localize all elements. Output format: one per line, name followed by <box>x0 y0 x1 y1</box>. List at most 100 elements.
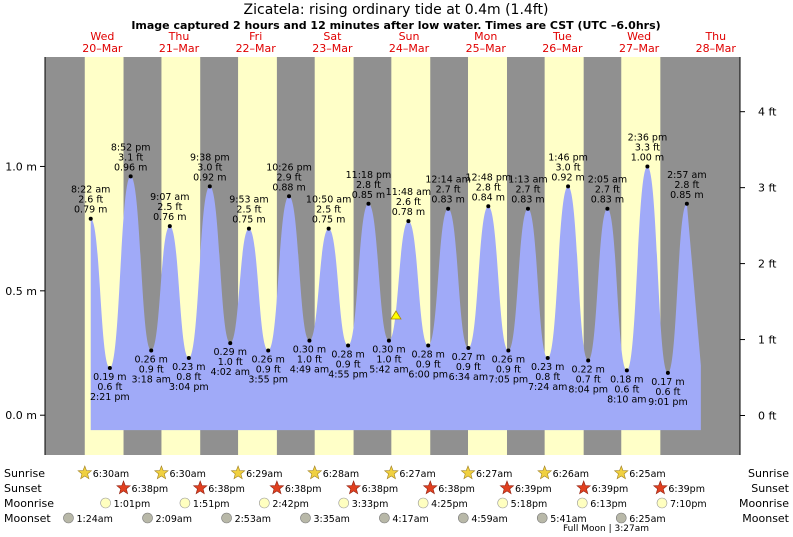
tide-point <box>246 226 251 231</box>
sunset-time: 6:39pm <box>668 484 705 495</box>
tide-height-m: 0.83 m <box>431 195 464 206</box>
moonset-icon <box>458 512 469 524</box>
tide-height-ft: 0.9 ft <box>139 365 164 376</box>
day-date: 25–Mar <box>466 42 507 55</box>
moonset-time: 2:09am <box>156 514 192 525</box>
tide-time: 7:05 pm <box>489 375 529 386</box>
tide-time: 3:18 am <box>132 375 171 386</box>
tide-height-ft: 2.7 ft <box>436 185 461 196</box>
tide-time: 2:57 am <box>667 170 706 181</box>
moonset-icon <box>379 512 390 524</box>
row-label: Moonset <box>742 512 789 525</box>
tide-time: 8:52 pm <box>111 142 151 153</box>
tide-height-ft: 0.8 ft <box>176 372 201 383</box>
tide-time: 4:49 am <box>290 365 329 376</box>
moonrise-time: 7:10pm <box>670 499 707 510</box>
tide-time: 10:50 am <box>306 195 351 206</box>
tide-time: 2:05 am <box>588 175 627 186</box>
tide-time: 4:55 pm <box>328 370 368 381</box>
tide-point <box>545 355 550 360</box>
sunrise-time: 6:28am <box>323 469 359 480</box>
y2-tick-label: 3 ft <box>758 182 777 195</box>
sunset-time: 6:39pm <box>592 484 629 495</box>
tide-height-ft: 2.5 ft <box>157 202 182 213</box>
tide-height-ft: 0.9 ft <box>256 365 281 376</box>
sunrise-time: 6:30am <box>169 469 205 480</box>
sunset-time: 6:38pm <box>132 484 169 495</box>
day-name: Thu <box>168 30 190 43</box>
tide-height-m: 0.85 m <box>670 190 703 201</box>
tide-point <box>665 370 670 375</box>
tide-height-ft: 1.0 ft <box>218 357 243 368</box>
tide-height-ft: 0.9 ft <box>416 360 441 371</box>
sunrise-icon <box>383 465 399 480</box>
day-date: 24–Mar <box>389 42 430 55</box>
moonset-icon <box>615 512 627 524</box>
tide-point <box>466 346 471 351</box>
moonrise-icon <box>497 497 508 509</box>
day-name: Wed <box>90 30 114 43</box>
moonset-icon <box>300 512 311 524</box>
sunset-icon <box>422 480 438 495</box>
sunset-time: 6:38pm <box>438 484 475 495</box>
tide-height-ft: 0.9 ft <box>456 362 481 373</box>
tide-point <box>525 206 530 211</box>
moonrise-time: 1:51pm <box>193 499 230 510</box>
sunrise-time: 6:25am <box>629 469 665 480</box>
tide-height-ft: 2.9 ft <box>277 172 302 183</box>
tide-height-m: 0.83 m <box>511 195 544 206</box>
tide-time: 12:14 am <box>425 175 470 186</box>
tide-area <box>90 166 701 431</box>
tide-time: 8:04 pm <box>568 384 608 395</box>
tide-point <box>149 348 154 353</box>
tide-time: 6:34 am <box>449 372 488 383</box>
tide-height-m: 0.28 m <box>331 350 364 361</box>
moonrise-time: 4:25pm <box>431 499 468 510</box>
moonset-time: 1:24am <box>76 514 112 525</box>
tide-height-ft: 0.6 ft <box>97 382 122 393</box>
tide-height-ft: 3.3 ft <box>635 142 660 153</box>
day-name: Tue <box>552 30 572 43</box>
day-name: Fri <box>249 30 262 43</box>
sunset-time: 6:38pm <box>362 484 399 495</box>
tide-height-ft: 2.8 ft <box>476 182 501 193</box>
sunset-time: 6:38pm <box>208 484 245 495</box>
tide-time: 12:48 pm <box>465 172 511 183</box>
tide-height-ft: 0.6 ft <box>655 387 680 398</box>
moonrise-icon <box>338 497 350 509</box>
moonset-time: 5:41am <box>550 514 586 525</box>
tide-height-ft: 2.7 ft <box>515 185 540 196</box>
sunrise-icon <box>77 465 93 480</box>
tide-time: 4:02 am <box>211 367 250 378</box>
tide-time: 7:24 am <box>528 382 567 393</box>
sunrise-icon <box>613 465 629 480</box>
sunset-icon <box>346 480 362 495</box>
tide-time: 5:42 am <box>369 365 408 376</box>
moonset-time: 3:35am <box>313 514 349 525</box>
moonrise-time: 6:13pm <box>590 499 627 510</box>
y-tick-label: 1.0 m <box>5 160 37 173</box>
tide-height-m: 0.78 m <box>392 207 425 218</box>
moonrise-icon <box>576 497 588 509</box>
sunset-icon <box>652 480 668 495</box>
tide-time: 3:55 pm <box>248 375 288 386</box>
tide-time: 1:46 pm <box>548 152 588 163</box>
tide-height-m: 0.22 m <box>571 364 604 375</box>
moonset-icon <box>536 512 548 524</box>
tide-height-m: 0.79 m <box>74 205 107 216</box>
tide-height-ft: 3.1 ft <box>118 152 143 163</box>
day-name: Sat <box>323 30 342 43</box>
tide-height-ft: 2.5 ft <box>316 205 341 216</box>
day-date: 26–Mar <box>542 42 583 55</box>
tide-height-m: 0.29 m <box>214 347 247 358</box>
tide-height-m: 0.88 m <box>272 182 305 193</box>
tide-height-m: 0.27 m <box>452 352 485 363</box>
tide-height-m: 1.00 m <box>631 152 664 163</box>
tide-height-m: 0.96 m <box>114 162 147 173</box>
tide-height-m: 0.17 m <box>651 377 684 388</box>
tide-point <box>586 358 591 363</box>
moonset-time: 4:59am <box>471 514 507 525</box>
tide-height-ft: 2.6 ft <box>396 197 421 208</box>
tide-point <box>426 343 431 348</box>
